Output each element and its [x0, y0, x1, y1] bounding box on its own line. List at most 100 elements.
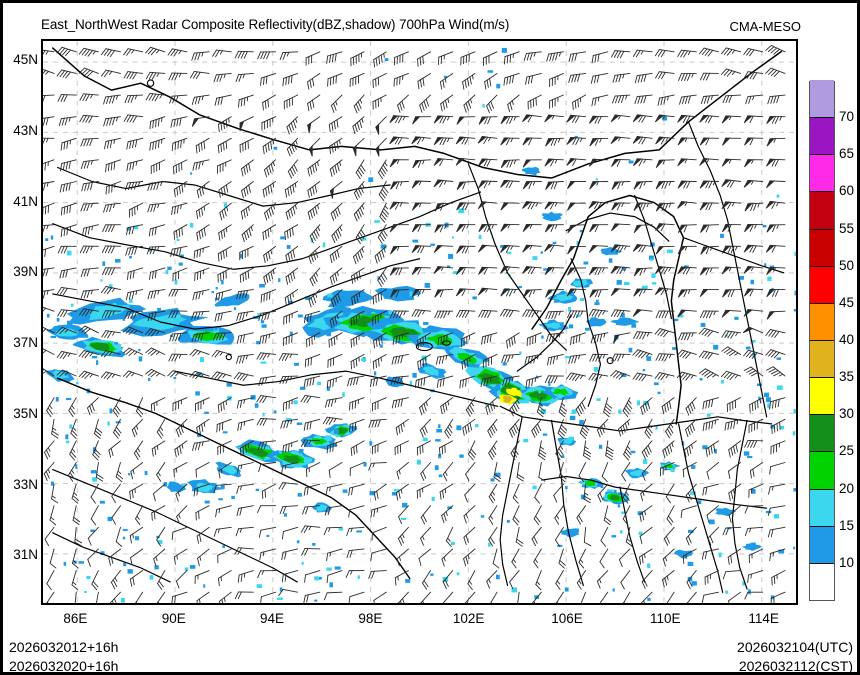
colorbar-tick-15: 15: [839, 517, 855, 533]
reflectivity-colorbar[interactable]: [809, 80, 835, 601]
wind-barb: [686, 570, 697, 590]
wind-barb: [43, 245, 55, 258]
wind-barb: [590, 332, 609, 344]
wind-barb: [68, 462, 77, 482]
wind-barb: [567, 245, 587, 255]
national-border-north: [52, 47, 783, 179]
wind-barb: [728, 483, 742, 501]
wind-barb: [56, 351, 77, 360]
nw-echo-25dbz: [89, 342, 110, 351]
wind-barb: [262, 224, 277, 241]
wind-barb: [43, 49, 55, 55]
colorbar-tick-70: 70: [839, 109, 855, 125]
wind-barb: [749, 462, 764, 479]
wind-barb: [368, 418, 387, 428]
wind-barb: [43, 68, 55, 75]
echo-speckle: [231, 495, 235, 500]
echo-speckle: [99, 500, 105, 504]
echo-speckle: [485, 403, 489, 406]
wind-barb: [173, 462, 188, 478]
wind-barb: [127, 267, 144, 281]
wind-barb: [417, 354, 431, 370]
wind-barb: [488, 505, 498, 525]
wind-barb: [327, 354, 343, 368]
south-echo-10dbz: [166, 481, 187, 493]
wind-barb: [677, 289, 697, 298]
wind-barb: [278, 482, 299, 490]
wind-barb: [676, 371, 697, 381]
echo-speckle: [793, 408, 796, 414]
echo-speckle: [322, 242, 326, 248]
echo-speckle: [67, 320, 73, 326]
echo-speckle: [218, 498, 223, 501]
wind-barb: [397, 591, 409, 603]
echo-speckle: [285, 418, 292, 422]
wind-barb: [391, 397, 409, 409]
echo-speckle: [438, 424, 441, 428]
wind-barb: [699, 310, 719, 319]
wind-barb: [236, 310, 254, 322]
echo-speckle: [273, 146, 278, 150]
wind-barb: [145, 46, 166, 56]
echo-speckle: [621, 373, 627, 378]
wind-barb: [655, 71, 675, 80]
province-border-sichuan-e: [550, 419, 584, 587]
wind-barb: [373, 51, 387, 68]
wind-barb: [516, 462, 525, 482]
wind-barb: [82, 224, 99, 236]
wind-barb: [71, 570, 79, 591]
echo-speckle: [368, 177, 374, 182]
echo-speckle: [725, 590, 728, 594]
wind-barb: [633, 267, 653, 277]
echo-speckle: [764, 392, 770, 398]
wind-barb: [60, 137, 77, 151]
wind-barb: [239, 267, 254, 283]
wind-barb: [263, 267, 277, 285]
echo-speckle: [750, 279, 754, 285]
wind-barb: [173, 181, 188, 198]
echo-speckle: [794, 290, 796, 296]
wind-barb: [278, 589, 299, 597]
title-bar: East_NorthWest Radar Composite Reflectiv…: [3, 17, 857, 37]
map-plot-area[interactable]: [41, 39, 798, 605]
wind-barb: [105, 181, 121, 195]
wind-barb: [124, 310, 144, 320]
echo-speckle: [361, 358, 367, 361]
wind-barb: [281, 570, 299, 583]
wind-barb: [441, 548, 454, 567]
wind-barb: [677, 201, 697, 209]
colorbar-swatch-65: [810, 117, 834, 155]
wind-barb: [352, 137, 365, 157]
wind-barb: [442, 462, 454, 482]
wind-barb: [677, 266, 697, 275]
wind-barb: [191, 310, 210, 320]
echo-speckle: [405, 579, 411, 583]
wind-barb: [478, 116, 498, 125]
echo-speckle: [511, 587, 518, 593]
echo-speckle: [594, 302, 600, 306]
echo-speckle: [109, 408, 113, 414]
latitude-axis: 31N 33N 35N 37N 39N 41N 43N 45N: [3, 39, 38, 605]
echo-speckle: [482, 103, 485, 108]
wind-barb: [477, 201, 498, 210]
wind-barb: [744, 505, 764, 514]
wind-barb: [308, 137, 321, 157]
wind-barb: [101, 69, 121, 78]
wind-barb: [632, 114, 653, 123]
wind-barb: [330, 94, 343, 113]
wind-barb: [702, 418, 719, 432]
echo-speckle: [319, 576, 322, 580]
wind-barb: [324, 505, 343, 516]
echo-speckle: [607, 489, 613, 492]
echo-speckle: [369, 441, 373, 446]
wind-barb: [112, 397, 121, 418]
wind-barb: [459, 375, 476, 389]
wind-barb: [389, 115, 409, 124]
central-echo-peak-35dbz: [502, 395, 514, 404]
wind-barb: [156, 591, 166, 603]
echo-speckle: [100, 551, 105, 556]
wind-barb: [698, 350, 719, 360]
echo-speckle: [102, 261, 106, 266]
wind-barb: [151, 505, 166, 521]
echo-speckle: [326, 332, 332, 337]
